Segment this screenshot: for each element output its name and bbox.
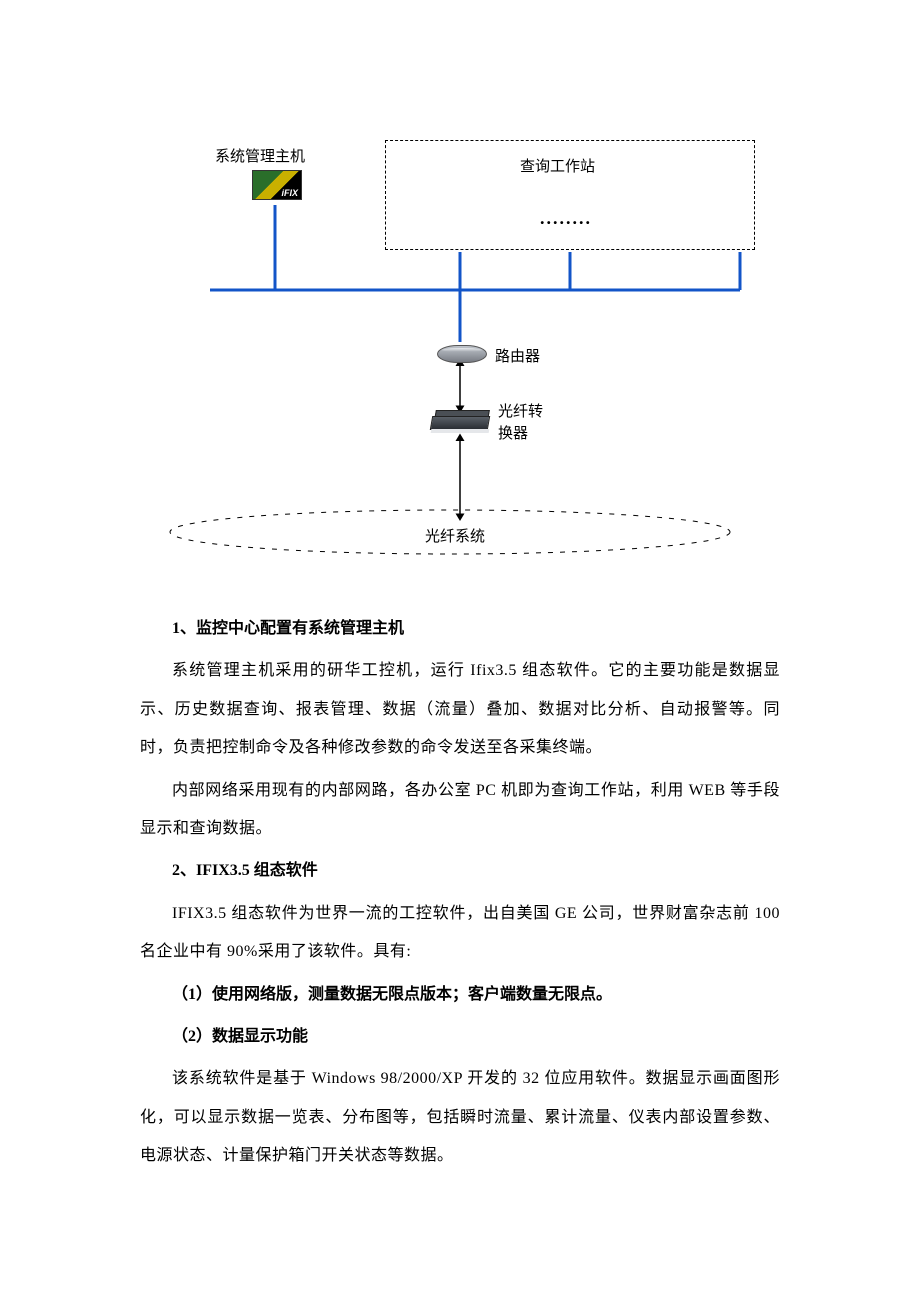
heading-3: （1）使用网络版，测量数据无限点版本；客户端数量无限点。 bbox=[140, 976, 780, 1014]
fiber-converter-label-2: 换器 bbox=[498, 422, 528, 443]
document-body: 1、监控中心配置有系统管理主机 系统管理主机采用的研华工控机，运行 Ifix3.… bbox=[140, 610, 780, 1179]
fiber-converter-label-1: 光纤转 bbox=[498, 400, 543, 421]
paragraph-1: 系统管理主机采用的研华工控机，运行 Ifix3.5 组态软件。它的主要功能是数据… bbox=[140, 652, 780, 767]
paragraph-4: 该系统软件是基于 Windows 98/2000/XP 开发的 32 位应用软件… bbox=[140, 1060, 780, 1175]
router-icon bbox=[437, 345, 487, 363]
network-diagram: 系统管理主机 查询工作站 ........ 路由器 光纤转 换器 光纤系统 bbox=[150, 130, 770, 570]
heading-2: 2、IFIX3.5 组态软件 bbox=[140, 852, 780, 890]
paragraph-2: 内部网络采用现有的内部网路，各办公室 PC 机即为查询工作站，利用 WEB 等手… bbox=[140, 772, 780, 849]
heading-4: （2）数据显示功能 bbox=[140, 1018, 780, 1056]
heading-1: 1、监控中心配置有系统管理主机 bbox=[140, 610, 780, 648]
fiber-converter-icon bbox=[431, 408, 489, 440]
ellipsis-icon: ........ bbox=[540, 208, 592, 229]
mgmt-host-label: 系统管理主机 bbox=[215, 145, 305, 166]
ifix-logo-icon bbox=[252, 170, 302, 200]
paragraph-3: IFIX3.5 组态软件为世界一流的工控软件，出自美国 GE 公司，世界财富杂志… bbox=[140, 895, 780, 972]
query-station-label: 查询工作站 bbox=[520, 155, 595, 176]
fiber-system-label: 光纤系统 bbox=[425, 525, 485, 546]
router-label: 路由器 bbox=[495, 345, 540, 366]
